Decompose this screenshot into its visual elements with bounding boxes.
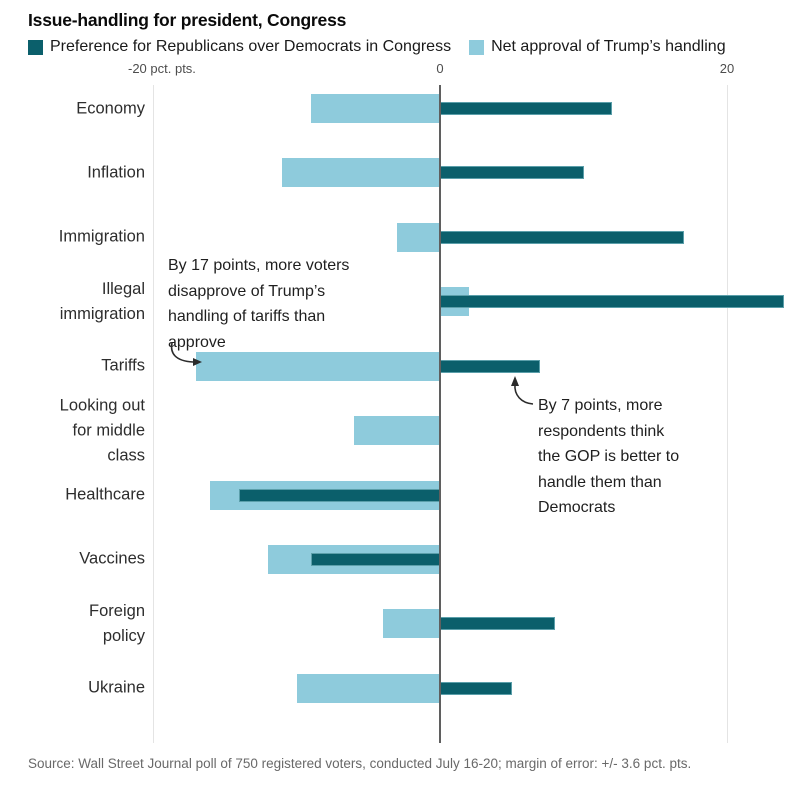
category-label: Economy bbox=[76, 99, 145, 117]
bar-gop-preference bbox=[440, 166, 584, 180]
legend-item-approval: Net approval of Trump’s handling bbox=[469, 38, 726, 56]
bar-trump-net-approval bbox=[196, 351, 440, 381]
annotation-gop-better: By 7 points, more respondents think the … bbox=[538, 397, 680, 516]
bar-gop-preference bbox=[440, 230, 684, 244]
category-label: Illegal immigration bbox=[59, 279, 145, 323]
legend-item-gop: Preference for Republicans over Democrat… bbox=[28, 38, 451, 56]
category-label: Tariffs bbox=[101, 356, 145, 375]
curved-arrow-down-right-icon bbox=[170, 342, 202, 366]
category-label: Vaccines bbox=[79, 549, 145, 568]
page-title: Issue-handling for president, Congress bbox=[28, 10, 347, 30]
approval-series-swatch bbox=[469, 39, 485, 55]
gop-series-swatch bbox=[28, 39, 43, 55]
bar-trump-net-approval bbox=[296, 673, 440, 703]
legend-label-approval: Net approval of Trump’s handling bbox=[491, 38, 726, 55]
bar-gop-preference bbox=[440, 295, 785, 309]
category-label: Foreign policy bbox=[89, 601, 145, 645]
category-label: Ukraine bbox=[88, 678, 145, 697]
gridline bbox=[152, 85, 154, 743]
category-label: Immigration bbox=[58, 227, 145, 246]
bar-trump-net-approval bbox=[310, 94, 440, 123]
gridline bbox=[726, 85, 728, 743]
legend: Preference for Republicans over Democrat… bbox=[28, 38, 726, 56]
bar-gop-preference bbox=[440, 617, 555, 631]
category-label: Healthcare bbox=[65, 485, 145, 504]
curved-arrow-up-icon bbox=[511, 376, 534, 405]
bar-gop-preference bbox=[310, 552, 440, 566]
bar-trump-net-approval bbox=[382, 609, 440, 639]
bar-gop-preference bbox=[239, 488, 440, 502]
annotation-tariffs-disapprove: By 17 points, more voters disapprove of … bbox=[168, 257, 350, 351]
axis-tick-zero: 0 bbox=[436, 61, 444, 76]
bar-gop-preference bbox=[440, 359, 541, 373]
axis-tick-row: -20 pct. pts. 0 20 bbox=[0, 61, 805, 79]
bar-gop-preference bbox=[440, 102, 613, 115]
bar-trump-net-approval bbox=[353, 416, 440, 446]
category-label: Looking out for middle class bbox=[59, 396, 145, 465]
chart-area: By 17 points, more voters disapprove of … bbox=[0, 85, 805, 743]
bar-trump-net-approval bbox=[282, 158, 440, 188]
zero-axis-line bbox=[439, 85, 441, 743]
bar-gop-preference bbox=[440, 681, 512, 695]
bar-trump-net-approval bbox=[396, 222, 440, 252]
legend-label-gop: Preference for Republicans over Democrat… bbox=[50, 38, 452, 55]
source-note: Source: Wall Street Journal poll of 750 … bbox=[28, 756, 692, 771]
axis-tick-left: -20 pct. pts. bbox=[128, 61, 196, 76]
axis-tick-right: 20 bbox=[719, 61, 735, 76]
category-label: Inflation bbox=[87, 163, 145, 182]
